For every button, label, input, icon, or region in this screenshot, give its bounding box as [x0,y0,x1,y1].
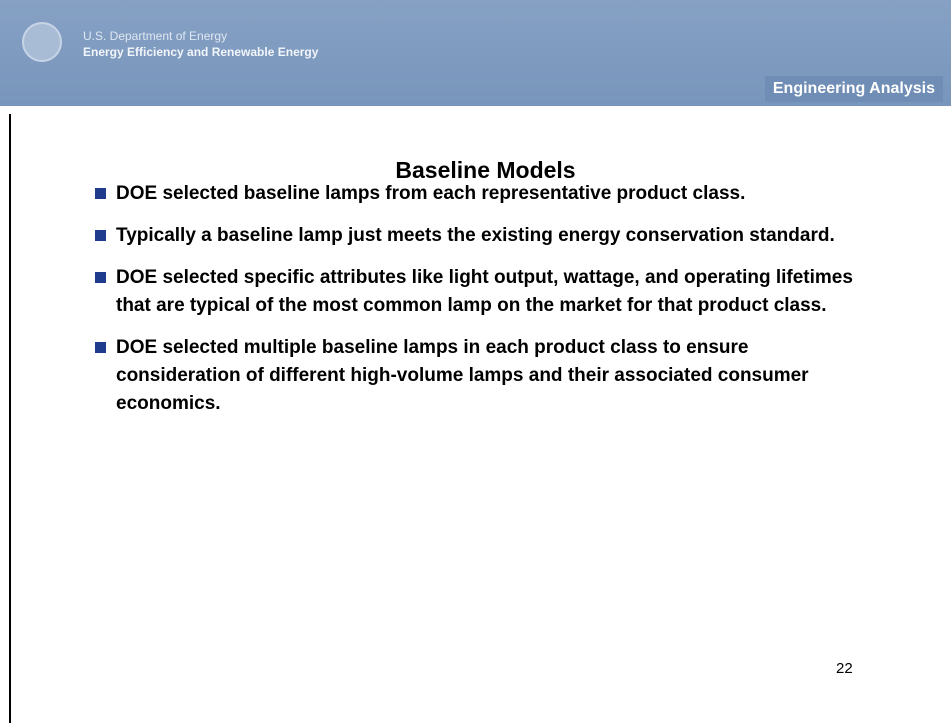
slide-title: Baseline Models [395,157,576,183]
bullet-text: DOE selected multiple baseline lamps in … [116,337,809,414]
bullet-text: Typically a baseline lamp just meets the… [116,225,835,246]
bullet: DOE selected specific attributes like li… [95,264,870,320]
bullet-marker [95,230,106,241]
bullet-marker [95,272,106,283]
page-number: 22 [836,660,853,677]
bullet-text: DOE selected baseline lamps from each re… [116,183,746,204]
doe-seal [22,22,62,62]
org-line: U.S. Department of Energy [83,29,228,43]
bullet: DOE selected baseline lamps from each re… [95,180,870,208]
org-line: Energy Efficiency and Renewable Energy [83,45,319,59]
header-bar: U.S. Department of Energy Energy Efficie… [0,0,951,106]
section-label: Engineering Analysis [764,76,943,102]
bullet-text: DOE selected specific attributes like li… [116,267,853,316]
bullet: Typically a baseline lamp just meets the… [95,222,870,250]
bullet-marker [95,188,106,199]
bullet-marker [95,342,106,353]
left-rule [9,114,11,723]
bullet: DOE selected multiple baseline lamps in … [95,334,870,418]
bullet-list: DOE selected baseline lamps from each re… [95,180,870,432]
